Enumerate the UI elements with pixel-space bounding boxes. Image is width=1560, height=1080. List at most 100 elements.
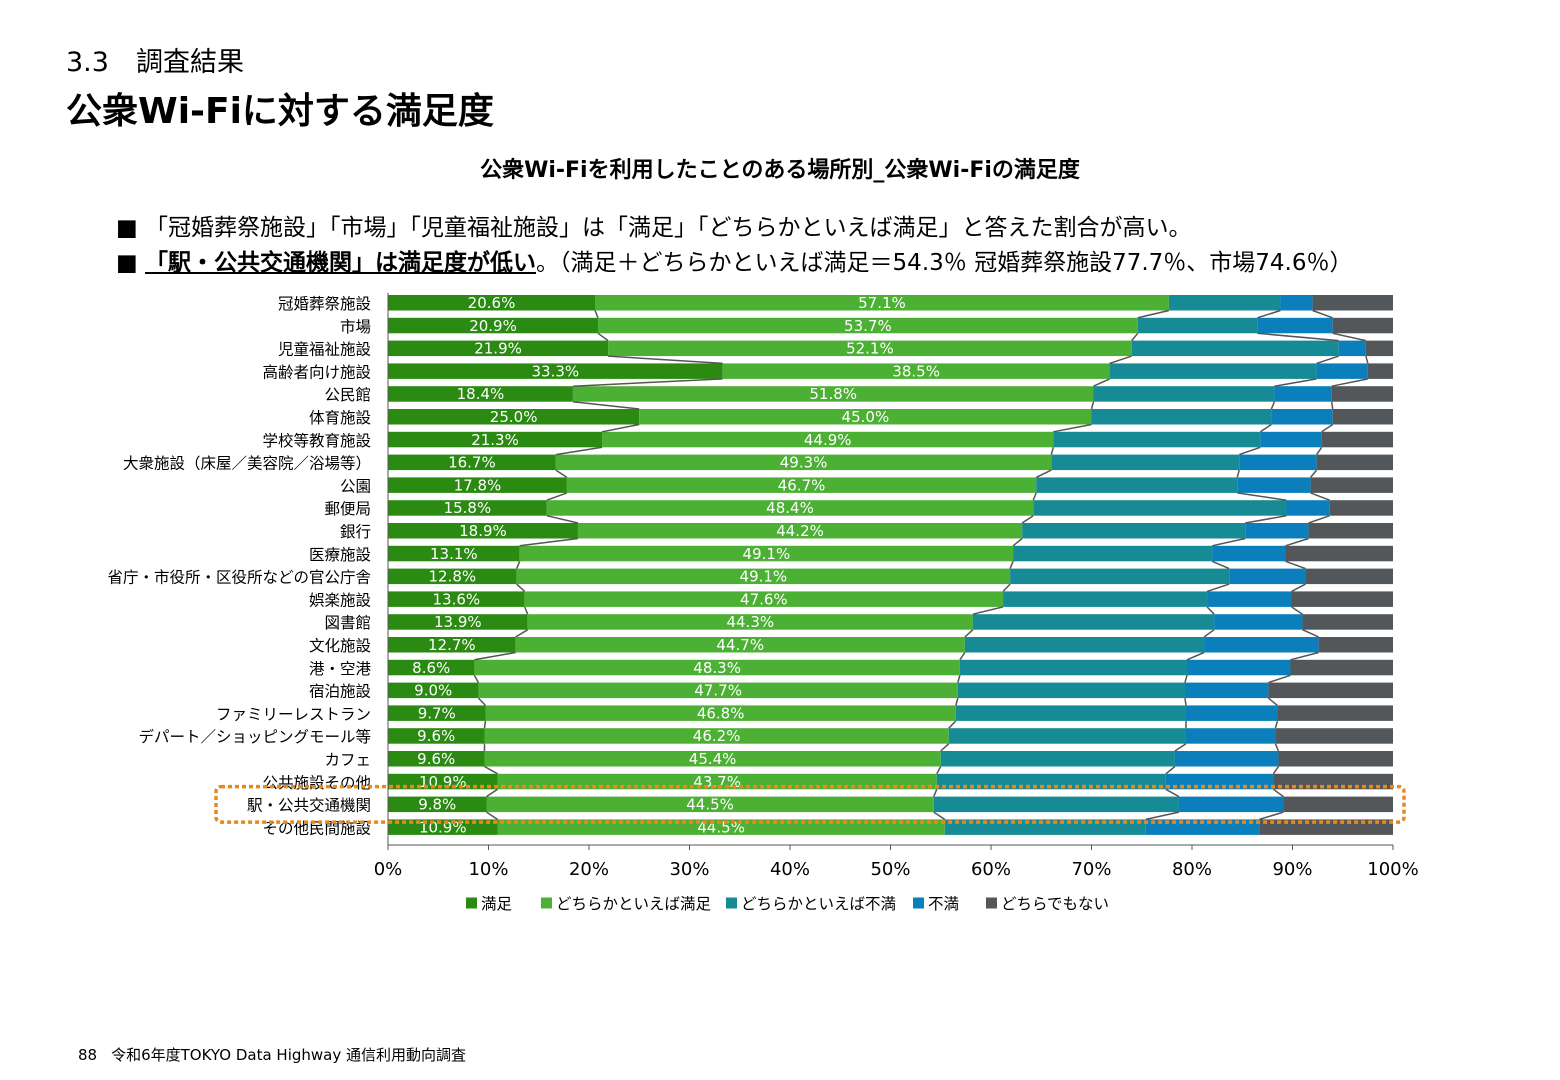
series-line — [1174, 743, 1187, 752]
bar-segment — [1051, 454, 1240, 471]
series-line — [933, 789, 938, 797]
bar-segment — [1285, 545, 1393, 562]
data-label: 9.7% — [418, 704, 456, 722]
series-line — [940, 743, 950, 752]
series-line — [1321, 423, 1334, 433]
series-line — [486, 788, 498, 798]
series-line — [1316, 355, 1339, 365]
data-label: 44.9% — [804, 431, 852, 449]
series-line — [1272, 788, 1284, 798]
category-labels: 冠婚葬祭施設市場児童福祉施設高齢者向け施設公民館体育施設学校等教育施設大衆施設（… — [107, 295, 371, 837]
data-label: 48.4% — [766, 499, 814, 517]
bar-segment — [388, 773, 498, 790]
data-label: 9.6% — [417, 727, 455, 745]
bar-segment — [388, 454, 556, 471]
legend-swatch — [986, 897, 997, 909]
bullet-1: ■ 「冠婚葬祭施設」「市場」「児童福祉施設」は「満足」「どちらかといえば満足」と… — [116, 208, 1192, 242]
bar-segment — [388, 659, 475, 676]
bar-segment — [957, 682, 1185, 699]
bar-segment — [1291, 591, 1393, 607]
bar-segment — [388, 545, 520, 562]
series-line — [1165, 765, 1176, 775]
series-line — [1137, 309, 1170, 319]
bar-segment — [1280, 295, 1313, 311]
series-line — [1131, 332, 1139, 342]
legend-label: 満足 — [481, 895, 512, 913]
bar-segment — [555, 454, 1052, 471]
legend-swatch — [726, 897, 737, 909]
bar-segment — [1178, 796, 1284, 813]
series-line — [483, 720, 487, 729]
series-line — [1186, 651, 1205, 661]
bar-segment — [1318, 637, 1393, 653]
category-label: 体育施設 — [309, 409, 371, 427]
bullet-marker: ■ — [116, 215, 146, 241]
bar-segment — [1109, 363, 1317, 379]
series-line — [555, 446, 603, 456]
bar-segment — [1036, 477, 1238, 493]
data-label: 16.7% — [448, 454, 496, 472]
bar-segment — [388, 477, 567, 493]
bar-segment — [1010, 568, 1230, 585]
bar-segment — [388, 295, 596, 311]
data-label: 20.9% — [469, 317, 517, 335]
bar-segment — [497, 819, 945, 835]
bar-segment — [1013, 545, 1213, 562]
series-line — [1274, 378, 1317, 387]
series-line — [948, 720, 957, 729]
bar-segment — [572, 386, 1094, 402]
data-label: 13.9% — [434, 613, 482, 631]
bar-segment — [1174, 751, 1279, 767]
bar-segment — [1290, 659, 1393, 676]
x-tick-label: 0% — [374, 859, 403, 880]
page-title: 公衆Wi-Fiに対する満足度 — [66, 91, 494, 132]
series-line — [1310, 492, 1330, 501]
bar-segment — [1329, 500, 1393, 516]
bar-segment — [388, 523, 578, 539]
category-label: 港・空港 — [309, 660, 372, 678]
series-line — [1291, 583, 1306, 593]
data-label: 13.6% — [433, 590, 481, 608]
series-line — [1310, 469, 1318, 478]
bar-segment — [1273, 773, 1393, 790]
bar-segment — [388, 386, 573, 402]
bar-segment — [524, 591, 1004, 607]
data-label: 49.1% — [743, 545, 791, 563]
series-line — [515, 561, 521, 569]
category-label: カフェ — [324, 751, 371, 769]
category-label: ファミリーレストラン — [216, 705, 371, 723]
legend-swatch — [913, 897, 924, 909]
bar-segment — [1131, 340, 1339, 357]
legend-label: どちらかといえば満足 — [556, 895, 711, 913]
x-tick-label: 40% — [770, 859, 810, 880]
bar-segment — [1305, 568, 1393, 585]
series-line — [1274, 720, 1279, 729]
x-tick-label: 90% — [1272, 859, 1312, 880]
bar-segment — [486, 796, 934, 813]
series-line — [515, 629, 529, 638]
series-line — [1021, 515, 1034, 524]
series-line — [1184, 675, 1188, 683]
data-label: 12.7% — [428, 636, 476, 654]
series-line — [1203, 629, 1215, 638]
series-line — [1291, 606, 1303, 615]
data-label: 45.4% — [689, 750, 737, 768]
bar-segment — [1310, 477, 1393, 493]
bars-group — [388, 295, 1393, 835]
legend-swatch — [466, 897, 477, 909]
data-label: 15.8% — [444, 499, 492, 517]
series-line — [1245, 514, 1287, 524]
bar-segment — [478, 682, 958, 699]
series-line — [1285, 560, 1306, 570]
series-line — [1053, 423, 1092, 433]
series-line — [972, 606, 1004, 615]
bar-segment — [484, 751, 941, 767]
bar-segment — [1257, 317, 1333, 334]
bar-segment — [1365, 340, 1393, 357]
series-line — [1032, 492, 1037, 501]
category-label: 郵便局 — [324, 500, 371, 518]
data-label: 46.2% — [693, 727, 741, 745]
bar-segment — [388, 796, 487, 813]
x-tick-label: 100% — [1367, 859, 1418, 880]
category-label: 宿泊施設 — [309, 683, 371, 701]
